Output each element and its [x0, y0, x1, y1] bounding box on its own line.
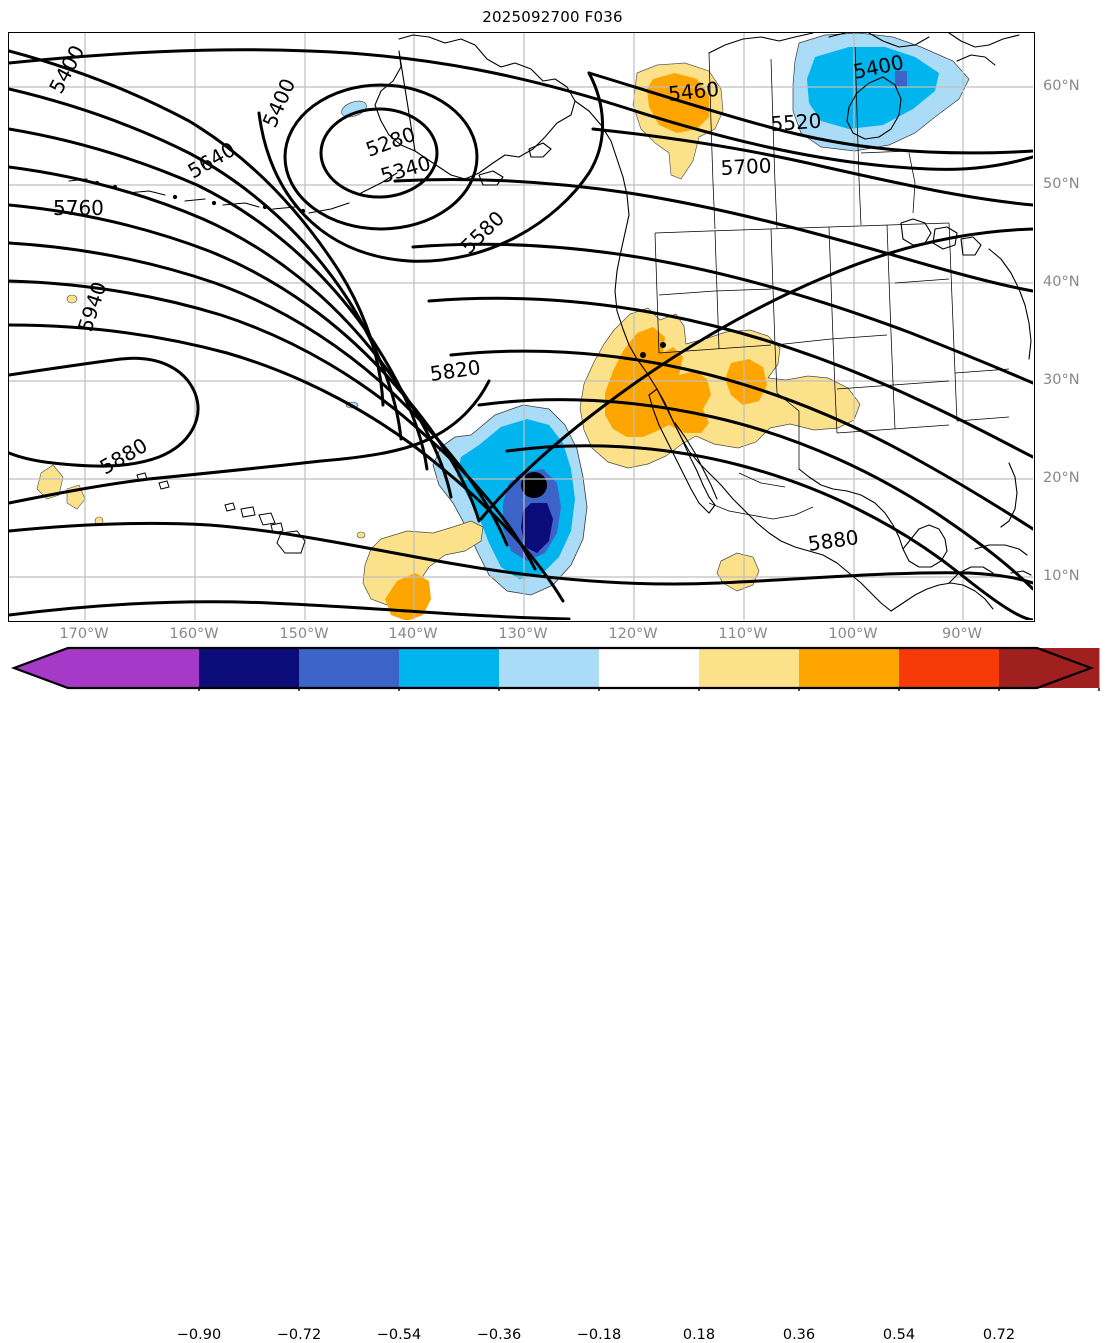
- cb-seg-2: [199, 648, 299, 688]
- contour-5520-north: [393, 178, 1033, 293]
- contour-label-5700: 5700: [720, 153, 772, 180]
- shade-mexico-coast-positive: [716, 552, 760, 592]
- lat-tick-50n: 50°N: [1043, 176, 1080, 192]
- cb-seg-6: [599, 648, 699, 688]
- contour-label-5760: 5760: [53, 196, 104, 220]
- shade-subtropical-positive: [362, 520, 484, 620]
- lon-tick-120w: 120°W: [608, 626, 658, 642]
- cb-seg-4: [399, 648, 499, 688]
- lon-tick-130w: 130°W: [498, 626, 548, 642]
- cb-tick-label-1: −0.90: [176, 1327, 222, 1343]
- contour-label-5880-b: 5880: [806, 525, 860, 556]
- cb-seg-8: [799, 648, 899, 688]
- contour-5760-north: [477, 398, 1033, 591]
- cb-seg-10: [999, 648, 1099, 688]
- contour-5760-left: [9, 279, 537, 571]
- contour-5400-north2: [587, 71, 1033, 155]
- colorbar: −0.90 −0.72 −0.54 −0.36 −0.18 0.18 0.36 …: [0, 645, 1105, 1343]
- contour-5820-left: [9, 323, 565, 603]
- colorbar-canvas: [10, 646, 1100, 691]
- cb-tick-label-2: −0.72: [276, 1327, 322, 1343]
- contour-5400-north: [9, 48, 1033, 171]
- cb-seg-5: [499, 648, 599, 688]
- cb-tick-label-5: −0.18: [576, 1327, 622, 1343]
- coastline-layer: [68, 33, 1032, 612]
- cb-seg-3: [299, 648, 399, 688]
- map-canvas: 5400 5280 5340 5400 5640 5760 5580 5460 …: [9, 33, 1033, 620]
- lat-tick-60n: 60°N: [1043, 78, 1080, 94]
- lon-tick-140w: 140°W: [388, 626, 438, 642]
- lon-tick-150w: 150°W: [279, 626, 329, 642]
- contour-label-5340: 5340: [378, 151, 434, 188]
- cb-seg-7: [699, 648, 799, 688]
- cb-extend-min: [14, 648, 68, 688]
- lon-tick-170w: 170°W: [59, 626, 109, 642]
- lat-tick-30n: 30°N: [1043, 372, 1080, 388]
- lon-tick-160w: 160°W: [169, 626, 219, 642]
- lon-tick-90w: 90°W: [941, 626, 983, 642]
- map-plot-area: 5400 5280 5340 5400 5640 5760 5580 5460 …: [8, 32, 1035, 622]
- lat-tick-10n: 10°N: [1043, 568, 1080, 584]
- lat-tick-40n: 40°N: [1043, 274, 1080, 290]
- contour-5940-south: [9, 600, 571, 620]
- contour-label-5520: 5520: [770, 108, 822, 135]
- contour-label-5460: 5460: [667, 77, 720, 106]
- shade-east-pacific-negative: [432, 404, 588, 596]
- cb-tick-label-9: 0.72: [982, 1327, 1016, 1343]
- cb-seg-9: [899, 648, 999, 688]
- cb-tick-label-6: 0.18: [682, 1327, 716, 1343]
- lon-tick-100w: 100°W: [828, 626, 878, 642]
- figure-title: 2025092700 F036: [482, 8, 623, 26]
- shade-central-canada-negative: [792, 33, 970, 152]
- cb-tick-label-3: −0.54: [376, 1327, 422, 1343]
- cb-tick-label-8: 0.54: [882, 1327, 916, 1343]
- contour-5940-ridge: [9, 356, 200, 468]
- contour-5400-inner: [257, 71, 605, 263]
- lat-tick-20n: 20°N: [1043, 470, 1080, 486]
- contour-5280: [319, 107, 439, 199]
- contour-5580-north: [411, 242, 1033, 385]
- cb-seg-1: [68, 648, 199, 688]
- contour-label-5640: 5640: [184, 137, 240, 183]
- shaded-anomaly-layer: [36, 33, 970, 620]
- contour-layer: [9, 48, 1033, 620]
- colorbar-ticks: [198, 688, 1100, 691]
- contour-5640-north: [427, 296, 1033, 459]
- colorbar-outline: [10, 646, 1095, 690]
- contour-5640-left: [9, 203, 481, 523]
- contour-label-5880-a: 5880: [96, 433, 152, 479]
- colorbar-segments: [14, 648, 1100, 688]
- contour-5700-north: [449, 349, 1033, 531]
- hawaii-islands: [136, 472, 306, 554]
- contour-5340: [283, 83, 479, 231]
- contour-label-5400-a: 5400: [44, 41, 89, 97]
- contour-5820-north2: [505, 444, 1033, 620]
- contour-5880-south: [9, 521, 1033, 586]
- figure-root: 2025092700 F036: [0, 8, 1105, 1343]
- cb-tick-label-4: −0.36: [476, 1327, 522, 1343]
- lon-tick-110w: 110°W: [718, 626, 768, 642]
- shade-baja-mexico-positive: [579, 307, 861, 469]
- cb-seg-11: [1099, 648, 1100, 688]
- contour-5460-left: [9, 87, 403, 441]
- contour-5880-ridge: [9, 379, 491, 505]
- contour-5460-north: [591, 127, 1033, 207]
- contour-5820-right: [479, 227, 1033, 521]
- cb-tick-label-7: 0.36: [782, 1327, 816, 1343]
- contour-label-5400-b: 5400: [258, 75, 301, 131]
